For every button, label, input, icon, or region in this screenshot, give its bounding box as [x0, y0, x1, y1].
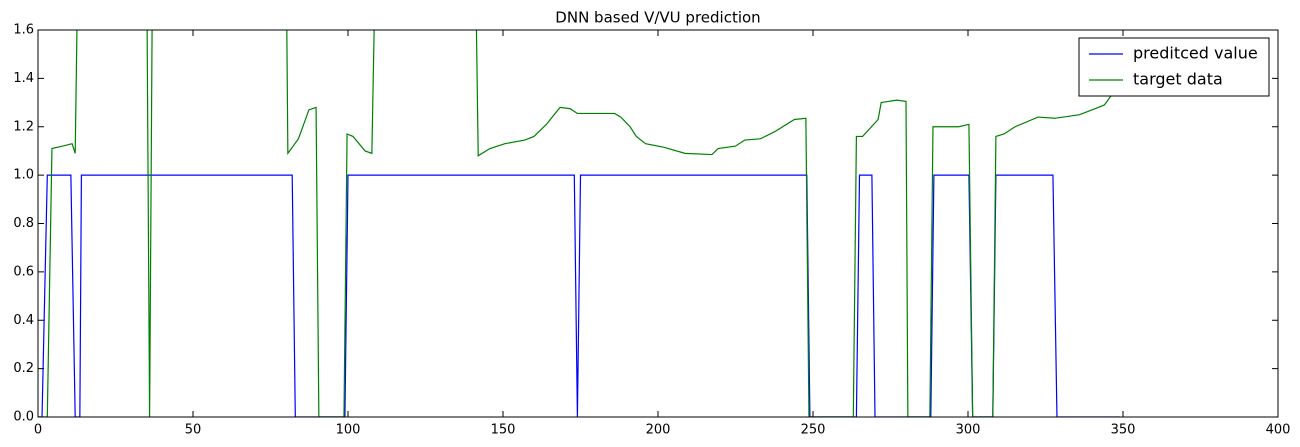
y-tick-label: 0.4 — [13, 313, 34, 328]
legend-label: target data — [1133, 70, 1223, 89]
y-tick-label: 1.6 — [13, 23, 34, 38]
chart-title: DNN based V/VU prediction — [555, 9, 760, 27]
y-tick-label: 0.2 — [13, 361, 34, 376]
series-line — [38, 174, 1120, 417]
x-tick-label: 50 — [185, 423, 202, 438]
y-tick-label: 1.4 — [13, 71, 34, 86]
y-tick-label: 0.0 — [13, 410, 34, 425]
x-tick-label: 150 — [491, 423, 516, 438]
x-tick-label: 400 — [1266, 423, 1291, 438]
x-tick-label: 100 — [336, 423, 361, 438]
series-line — [38, 30, 1124, 417]
plot-lines — [38, 30, 1124, 417]
y-tick-label: 0.8 — [13, 216, 34, 231]
x-tick-label: 200 — [646, 423, 671, 438]
y-tick-label: 0.6 — [13, 264, 34, 279]
y-tick-label: 1.0 — [13, 168, 34, 183]
legend-label: preditced value — [1133, 44, 1258, 63]
x-tick-label: 300 — [956, 423, 981, 438]
y-tick-label: 1.2 — [13, 119, 34, 134]
legend-box — [1078, 37, 1270, 97]
x-tick-label: 0 — [34, 423, 42, 438]
x-tick-label: 250 — [801, 423, 826, 438]
x-tick-label: 350 — [1111, 423, 1136, 438]
